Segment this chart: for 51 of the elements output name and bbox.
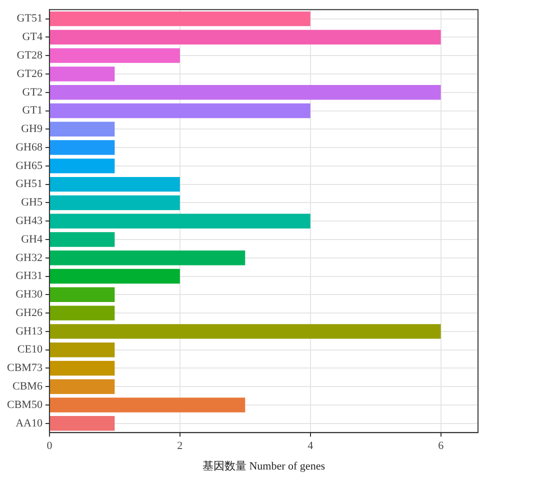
bar: [50, 287, 115, 302]
bar: [50, 360, 115, 376]
y-tick-label: GT51: [16, 12, 42, 25]
bar: [50, 11, 310, 26]
y-tick-label: GH26: [16, 306, 43, 319]
y-tick-label: GH43: [16, 214, 43, 227]
x-tick-label: 4: [308, 440, 314, 452]
bar: [50, 379, 115, 394]
y-tick-label: CBM6: [12, 380, 43, 393]
bar: [50, 30, 441, 45]
x-axis-title: 基因数量 Number of genes: [202, 459, 325, 472]
y-tick-label: GT26: [16, 68, 43, 80]
bar: [50, 85, 441, 100]
y-tick-label: GT2: [22, 86, 42, 98]
y-tick-label: GH13: [16, 325, 43, 338]
bar: [50, 268, 180, 284]
y-tick-label: GH31: [16, 270, 42, 282]
y-tick-label: AA10: [16, 417, 43, 430]
bar: [50, 416, 115, 431]
x-tick-label: 6: [438, 440, 444, 452]
y-tick-label: CBM50: [6, 398, 43, 411]
y-tick-label: GH65: [16, 160, 43, 172]
bar: [50, 66, 115, 82]
y-tick-label: GH30: [16, 288, 43, 301]
bar: [50, 48, 180, 63]
x-tick-label: 2: [177, 440, 183, 452]
bar: [50, 103, 310, 118]
bar: [50, 232, 115, 247]
x-tick-label: 0: [46, 440, 53, 452]
y-tick-label: GT28: [16, 49, 43, 62]
y-tick-label: GH68: [16, 141, 43, 154]
y-tick-label: GH32: [16, 252, 42, 264]
y-tick-label: GH51: [16, 178, 42, 190]
y-tick-label: CE10: [17, 344, 43, 356]
y-tick-label: GT1: [22, 104, 42, 117]
bar: [50, 250, 246, 266]
y-tick-label: GH5: [21, 196, 43, 209]
bar: [50, 306, 115, 320]
bar: [50, 342, 115, 358]
y-tick-label: CBM73: [6, 362, 43, 374]
bar: [50, 195, 180, 210]
bar: [50, 324, 441, 339]
y-tick-label: GH9: [21, 123, 43, 136]
y-tick-label: GH4: [21, 233, 43, 246]
bar: [50, 398, 246, 412]
bar: [50, 176, 180, 192]
bar: [50, 214, 310, 228]
bar: [50, 122, 115, 136]
bar: [50, 140, 115, 155]
bar: [50, 158, 115, 174]
y-tick-label: GT4: [22, 31, 43, 44]
